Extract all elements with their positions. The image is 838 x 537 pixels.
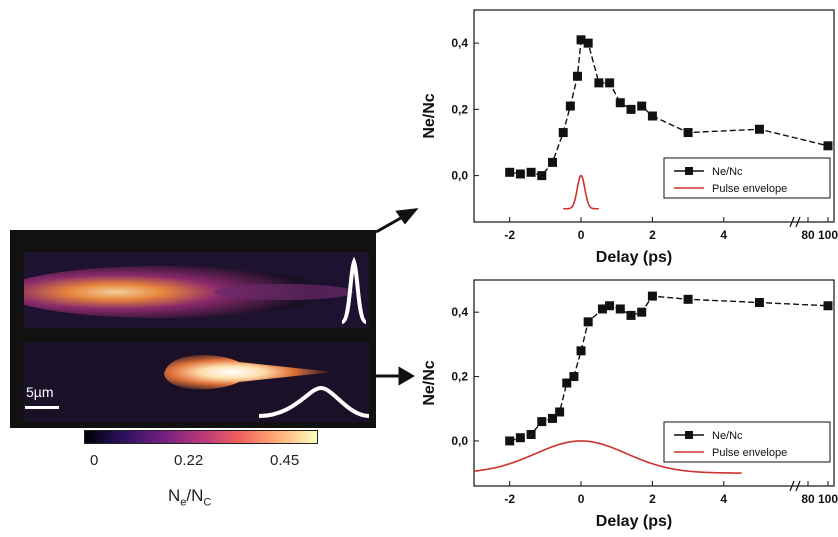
axis-break-mark: [789, 216, 795, 228]
legend-label-pulse: Pulse envelope: [712, 183, 787, 195]
axis-break-mark: [789, 480, 795, 492]
data-point-ne-nc: [823, 141, 833, 151]
data-point-ne-nc: [505, 436, 515, 446]
data-point-ne-nc: [548, 157, 557, 167]
x-tick-label: -2: [504, 492, 515, 506]
legend-box: [663, 157, 831, 199]
y-tick-label: 0,2: [451, 102, 468, 116]
colorbar-label: Ne/NC: [168, 486, 212, 509]
data-point-ne-nc: [569, 372, 579, 382]
data-point-ne-nc: [572, 71, 582, 81]
data-point-ne-nc: [615, 98, 625, 108]
colorbar-tick-1: 0.22: [174, 452, 204, 469]
data-point-ne-nc: [754, 298, 764, 308]
axis-break-mark: [795, 216, 801, 228]
data-point-ne-nc: [548, 413, 557, 423]
colorbar-tick-0: 0: [90, 452, 99, 469]
legend-label-pulse: Pulse envelope: [712, 447, 787, 459]
legend-label-ne-nc: Ne/Nc: [712, 430, 743, 442]
data-point-ne-nc: [637, 307, 647, 317]
data-point-ne-nc: [526, 430, 536, 439]
data-point-ne-nc: [558, 128, 568, 138]
x-tick-label: 0: [578, 228, 585, 242]
y-tick-label: 0,0: [451, 169, 468, 183]
x-tick-label: 0: [578, 492, 585, 506]
data-point-ne-nc: [555, 407, 565, 417]
y-tick-label: 0,4: [451, 36, 468, 50]
data-point-ne-nc: [565, 101, 575, 111]
x-tick-label: 4: [720, 228, 727, 242]
scalebar-line: [25, 406, 59, 409]
x-tick-label: 100: [818, 492, 838, 506]
data-point-ne-nc: [594, 78, 604, 88]
data-point-ne-nc: [637, 101, 647, 111]
plot-frame: [473, 9, 835, 223]
y-axis-label: Ne/Nc: [421, 93, 438, 138]
data-point-ne-nc: [647, 291, 657, 301]
axis-break-mark: [795, 480, 801, 492]
data-point-ne-nc: [754, 124, 764, 134]
data-point-ne-nc: [626, 104, 636, 114]
pulse-profile-narrow-icon: [340, 256, 368, 324]
legend-label-ne-nc: Ne/Nc: [712, 166, 743, 178]
data-point-ne-nc: [537, 417, 547, 427]
legend-box: [663, 421, 831, 463]
data-point-ne-nc: [515, 433, 525, 443]
plasma-image-bottom-svg: [24, 342, 369, 422]
pulse-profile-wide-icon: [258, 385, 369, 418]
data-point-ne-nc: [647, 111, 657, 121]
x-tick-label: 80: [801, 492, 815, 506]
plasma-image-panel: [10, 230, 376, 428]
data-point-ne-nc: [537, 171, 547, 181]
data-point-ne-nc: [683, 294, 693, 304]
series-line-pulse-envelope: [473, 440, 742, 474]
series-line-pulse-envelope: [563, 174, 599, 210]
x-tick-label: 4: [720, 492, 727, 506]
legend-marker-ne-nc: [685, 431, 693, 439]
data-point-ne-nc: [597, 304, 607, 314]
y-axis-label: Ne/Nc: [421, 360, 438, 405]
data-point-ne-nc: [515, 169, 525, 179]
data-point-ne-nc: [576, 35, 586, 45]
data-point-ne-nc: [605, 301, 615, 311]
data-point-ne-nc: [823, 301, 833, 311]
x-tick-label: 2: [649, 492, 656, 506]
y-tick-label: 0,4: [451, 305, 468, 319]
data-point-ne-nc: [576, 346, 586, 356]
x-axis-label: Delay (ps): [596, 513, 672, 530]
data-point-ne-nc: [505, 167, 515, 177]
data-point-ne-nc: [526, 167, 536, 177]
y-tick-label: 0,2: [451, 370, 468, 384]
legend-marker-ne-nc: [685, 167, 693, 175]
x-tick-label: 100: [818, 228, 838, 242]
plot-frame: [473, 279, 835, 487]
data-point-ne-nc: [605, 78, 615, 88]
scalebar-label: 5µm: [26, 384, 54, 400]
y-tick-label: 0,0: [451, 434, 468, 448]
x-tick-label: 80: [801, 228, 815, 242]
colorbar-tick-2: 0.45: [270, 452, 300, 469]
series-line-ne-nc: [509, 295, 829, 442]
x-tick-label: 2: [649, 228, 656, 242]
x-axis-label: Delay (ps): [596, 249, 672, 266]
data-point-ne-nc: [583, 38, 593, 48]
colorbar: [84, 430, 318, 444]
plasma-image-top: [24, 252, 369, 328]
plasma-image-top-svg: [24, 252, 369, 328]
data-point-ne-nc: [626, 310, 636, 320]
data-point-ne-nc: [683, 128, 693, 138]
data-point-ne-nc: [615, 304, 625, 314]
plasma-image-bottom: [24, 342, 369, 422]
data-point-ne-nc: [583, 317, 593, 327]
x-tick-label: -2: [504, 228, 515, 242]
data-point-ne-nc: [562, 378, 572, 388]
